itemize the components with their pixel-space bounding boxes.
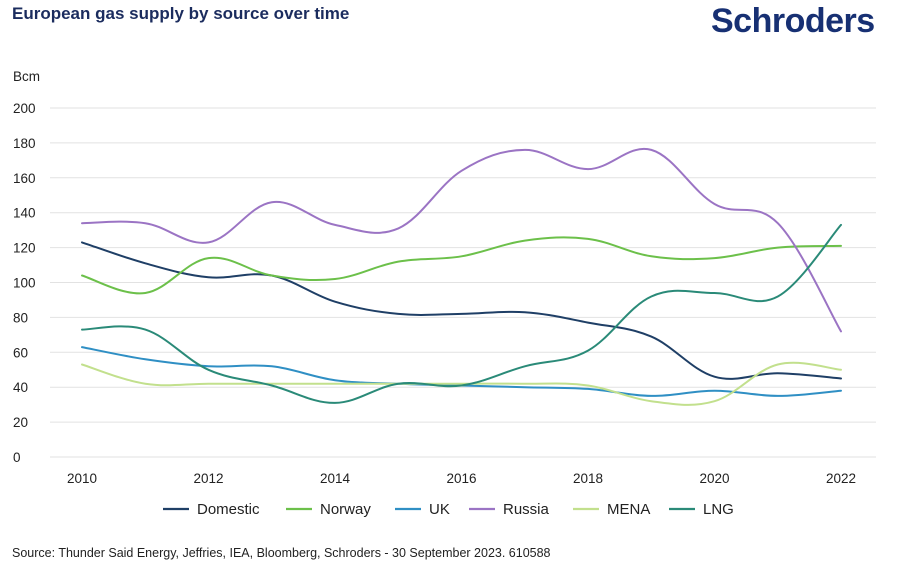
- legend-label: MENA: [607, 501, 650, 518]
- x-tick-label: 2022: [826, 471, 856, 486]
- series-line-mena: [81, 361, 842, 406]
- chart-title: European gas supply by source over time: [12, 4, 350, 23]
- y-tick-label: 20: [13, 415, 28, 430]
- y-tick-label: 140: [13, 206, 36, 221]
- y-tick-label: 60: [13, 345, 28, 360]
- y-tick-label: 0: [13, 450, 21, 465]
- series-line-uk: [81, 346, 842, 397]
- legend: Domestic Norway UK Russia MENA LNG: [163, 501, 734, 518]
- y-axis-label: Bcm: [13, 69, 40, 84]
- source-note: Source: Thunder Said Energy, Jeffries, I…: [12, 546, 551, 560]
- x-tick-label: 2018: [573, 471, 603, 486]
- legend-label: Russia: [503, 501, 550, 518]
- legend-label: Domestic: [197, 501, 260, 518]
- x-tick-label: 2014: [320, 471, 351, 486]
- brand-logo: Schroders: [711, 2, 875, 40]
- legend-label: UK: [429, 501, 450, 518]
- y-tick-label: 40: [13, 380, 28, 395]
- y-tick-label: 200: [13, 101, 36, 116]
- series-lines: [81, 147, 842, 406]
- legend-label: Norway: [320, 501, 371, 518]
- y-tick-label: 100: [13, 276, 36, 291]
- series-line-russia: [81, 147, 842, 333]
- y-tick-label: 120: [13, 241, 36, 256]
- series-line-domestic: [81, 241, 842, 380]
- series-line-norway: [81, 236, 842, 295]
- series-line-lng: [81, 223, 842, 404]
- y-tick-label: 160: [13, 171, 36, 186]
- x-tick-label: 2010: [67, 471, 97, 486]
- x-tick-labels: 2010 2012 2014 2016 2018 2020 2022: [67, 471, 856, 486]
- y-tick-label: 80: [13, 310, 28, 325]
- x-tick-label: 2020: [699, 471, 729, 486]
- x-tick-label: 2012: [193, 471, 223, 486]
- legend-label: LNG: [703, 501, 734, 518]
- x-tick-label: 2016: [446, 471, 476, 486]
- y-tick-labels: 0 20 40 60 80 100 120 140 160 180 200: [13, 101, 36, 465]
- y-tick-label: 180: [13, 136, 36, 151]
- grid-lines: [50, 107, 876, 458]
